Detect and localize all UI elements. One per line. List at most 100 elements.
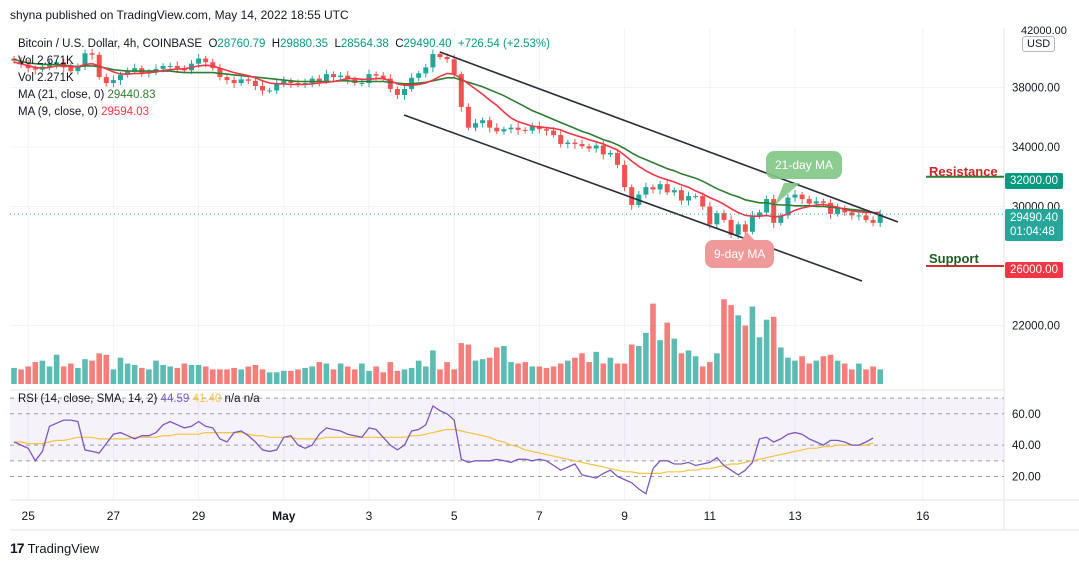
ma9-line — [13, 61, 881, 218]
candle-body-44 — [323, 74, 329, 82]
volume-bar-63 — [458, 343, 465, 384]
volume-bar-92 — [664, 322, 670, 384]
volume-bar-116 — [834, 360, 841, 384]
candle-body-30 — [224, 77, 230, 81]
currency-selector[interactable]: 42000.00 USD — [1021, 25, 1067, 52]
volume-bar-121 — [870, 366, 876, 384]
time-axis-label-5: 5 — [451, 509, 458, 523]
volume-bar-1 — [18, 369, 24, 384]
candle-body-3 — [32, 68, 38, 70]
volume-bar-87 — [628, 344, 635, 384]
legend-volume-2: Vol 2.271K — [18, 72, 74, 84]
volume-bar-94 — [678, 353, 685, 384]
candle-body-60 — [437, 54, 443, 58]
candle-body-72 — [522, 129, 528, 131]
volume-bar-65 — [472, 360, 479, 384]
legend-ma9-value: 29594.03 — [101, 106, 150, 118]
legend-open: 28760.79 — [217, 38, 266, 50]
volume-bar-10 — [82, 359, 88, 384]
candle-body-114 — [820, 201, 826, 203]
volume-bar-81 — [586, 362, 592, 384]
candle-body-95 — [686, 196, 691, 201]
volume-bar-57 — [415, 360, 422, 384]
candle-body-80 — [579, 144, 585, 147]
candle-body-33 — [245, 79, 251, 81]
candle-body-11 — [89, 53, 95, 55]
candle-body-70 — [508, 127, 514, 130]
volume-bar-41 — [302, 367, 308, 384]
volume-bar-70 — [508, 362, 514, 384]
candle-body-82 — [593, 145, 599, 149]
volume-bar-54 — [394, 370, 401, 384]
candle-body-35 — [260, 86, 265, 91]
legend-high-label: H — [271, 38, 281, 50]
candle-body-92 — [664, 184, 670, 193]
candle-body-85 — [615, 152, 620, 165]
time-axis-label-7: 9 — [621, 509, 628, 523]
candle-body-112 — [806, 199, 812, 204]
volume-bar-30 — [224, 369, 230, 384]
volume-bar-45 — [330, 369, 337, 384]
volume-bar-11 — [89, 360, 95, 384]
volume-bar-89 — [643, 332, 649, 384]
candle-body-9 — [75, 65, 81, 72]
legend-open-label: O — [208, 38, 218, 50]
volume-bar-9 — [75, 367, 81, 384]
rsi-axis-label-0: 20.00 — [1012, 471, 1041, 483]
volume-bar-14 — [110, 369, 117, 384]
candle-body-96 — [693, 196, 699, 198]
candle-body-22 — [167, 65, 173, 67]
candle-body-106 — [764, 199, 770, 213]
time-axis-label-0: 25 — [22, 509, 36, 523]
volume-bar-38 — [281, 370, 287, 384]
candle-body-105 — [757, 212, 762, 216]
rsi-legend-value: 44.59 — [160, 393, 190, 405]
candle-body-21 — [160, 65, 166, 69]
time-axis-label-3: May — [272, 509, 296, 523]
candle-body-62 — [451, 59, 457, 75]
candle-body-15 — [118, 74, 123, 81]
volume-bar-50 — [366, 370, 372, 384]
volume-bar-21 — [160, 365, 166, 384]
candle-body-81 — [586, 146, 592, 149]
volume-bar-107 — [770, 316, 777, 384]
current-price-value: 29490.40 — [1010, 212, 1058, 224]
volume-bar-15 — [117, 357, 124, 384]
volume-bar-113 — [813, 360, 820, 384]
candle-body-87 — [629, 187, 635, 206]
candle-body-34 — [252, 80, 258, 87]
volume-bar-20 — [153, 360, 159, 384]
candle-body-52 — [380, 75, 386, 79]
candle-body-69 — [501, 129, 507, 132]
volume-bar-100 — [721, 299, 727, 384]
time-axis-label-10: 16 — [916, 509, 930, 523]
volume-bar-22 — [167, 366, 173, 384]
candle-body-118 — [849, 212, 855, 216]
volume-bar-19 — [146, 369, 152, 384]
volume-bar-34 — [252, 365, 259, 384]
legend-ma21-row: MA (21, close, 0) 29440.83 — [18, 87, 550, 104]
volume-bar-106 — [763, 319, 770, 384]
volume-bar-90 — [650, 303, 656, 384]
candle-body-32 — [238, 79, 244, 84]
volume-bar-118 — [849, 369, 855, 384]
currency-label: USD — [1027, 38, 1051, 50]
candle-body-77 — [558, 135, 564, 145]
volume-bar-119 — [856, 363, 862, 384]
chart-legend: Bitcoin / U.S. Dollar, 4h, COINBASE O287… — [18, 36, 550, 121]
volume-bar-80 — [579, 353, 585, 384]
candle-body-75 — [544, 129, 549, 131]
rsi-line — [13, 405, 874, 495]
legend-low-label: L — [334, 38, 341, 50]
tradingview-footer[interactable]: 17 TradingView — [10, 540, 99, 556]
volume-bar-69 — [501, 346, 507, 384]
volume-bar-53 — [387, 362, 394, 384]
volume-bar-96 — [692, 356, 699, 384]
candle-body-59 — [430, 54, 436, 68]
volume-bar-66 — [479, 359, 486, 384]
channel-lower-trendline — [403, 114, 863, 282]
candle-body-76 — [551, 130, 557, 136]
tradingview-logo-icon: 17 — [10, 540, 25, 556]
candle-body-104 — [749, 215, 755, 232]
